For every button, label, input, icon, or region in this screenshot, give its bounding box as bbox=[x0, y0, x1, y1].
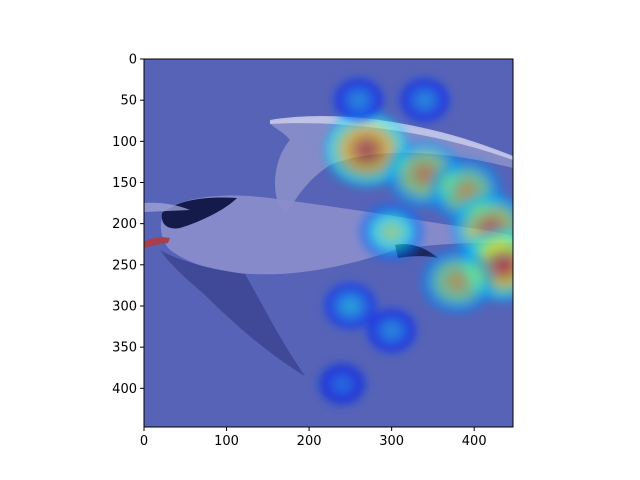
heatmap-hotspot bbox=[416, 245, 499, 318]
heatmap-hotspot bbox=[314, 359, 370, 409]
axes-frame bbox=[143, 58, 514, 428]
y-tick-label: 0 bbox=[129, 53, 137, 68]
y-tick-label: 50 bbox=[120, 94, 137, 109]
saliency-overlay bbox=[314, 74, 513, 409]
x-tick-label: 200 bbox=[297, 434, 322, 449]
y-tick-label: 100 bbox=[112, 135, 137, 150]
y-tick-label: 400 bbox=[112, 382, 137, 397]
y-tick-label: 250 bbox=[112, 258, 137, 273]
y-tick-label: 300 bbox=[112, 299, 137, 314]
heatmap-hotspot bbox=[355, 199, 429, 265]
bird-body bbox=[160, 195, 513, 275]
y-tick-label: 350 bbox=[112, 341, 137, 356]
x-axis-ticks: 0 100 200 300 400 bbox=[140, 427, 487, 449]
x-tick-label: 100 bbox=[214, 434, 239, 449]
bird-beak bbox=[144, 237, 170, 248]
heatmap-hotspot bbox=[395, 74, 454, 126]
y-axis-ticks: 0 50 100 150 200 250 300 350 400 bbox=[112, 53, 144, 397]
y-tick-label: 200 bbox=[112, 217, 137, 232]
y-tick-label: 150 bbox=[112, 176, 137, 191]
bird-lower-wing bbox=[160, 250, 305, 376]
bird-wing-streak bbox=[144, 202, 190, 212]
x-tick-label: 400 bbox=[462, 434, 487, 449]
plot-area bbox=[144, 59, 513, 427]
heatmap-hotspot bbox=[362, 304, 421, 357]
x-tick-label: 0 bbox=[140, 434, 148, 449]
bird-head-cap bbox=[161, 197, 237, 229]
x-tick-label: 300 bbox=[379, 434, 404, 449]
heatmap-hotspot bbox=[329, 74, 388, 126]
